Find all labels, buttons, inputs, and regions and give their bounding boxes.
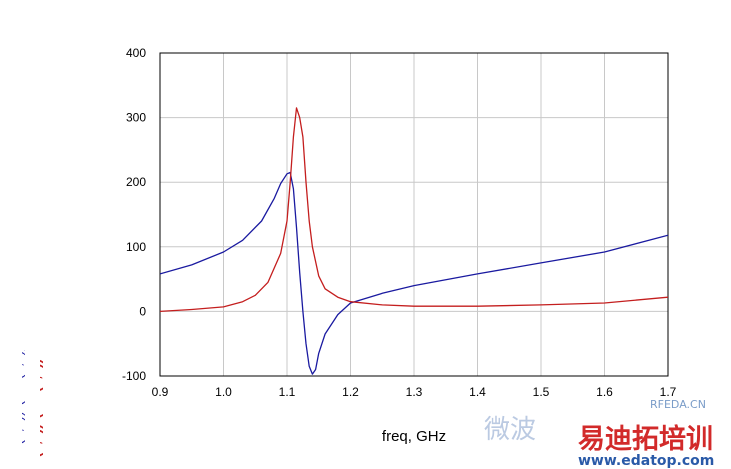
x-tick-label: 1.2 xyxy=(342,385,359,399)
x-tick-label: 1.1 xyxy=(279,385,296,399)
y-tick-label: 0 xyxy=(139,304,146,318)
series-lines xyxy=(160,107,668,375)
y-tick-label: 300 xyxy=(126,111,146,125)
y-tick-label: 400 xyxy=(126,46,146,60)
y-tick-label: 100 xyxy=(126,240,146,254)
x-tick-label: 1.4 xyxy=(469,385,486,399)
watermark: RFEDA.CN 微波 易迪拓培训 www.edatop.com xyxy=(484,398,714,469)
y-axis-labels: 1+S(1,1))*(1-S(2,2))+S(1,2)*S(2,1))/((1-… xyxy=(9,122,43,469)
x-tick-label: 0.9 xyxy=(152,385,169,399)
x-tick-label: 1.3 xyxy=(406,385,423,399)
x-tick-label: 1.7 xyxy=(660,385,677,399)
series-line-2 xyxy=(160,107,668,313)
x-tick-label: 1.0 xyxy=(215,385,232,399)
y-axis-label-2: +S(1,1))*(1-S(2,2))+S(1,2)*S(2,1))/((1-S… xyxy=(27,125,43,469)
watermark-url-text: www.edatop.com xyxy=(578,453,714,469)
series-line-1 xyxy=(160,171,668,375)
plot-area-frame xyxy=(159,52,669,377)
x-axis-label: freq, GHz xyxy=(382,428,446,445)
y-tick-label: 200 xyxy=(126,175,146,189)
watermark-cn-text-2: 易迪拓培训 xyxy=(578,424,713,455)
y-tick-label: -100 xyxy=(122,369,146,383)
y-tick-labels: 400 300 200 100 0 -100 xyxy=(122,46,146,383)
watermark-rfeda-text: RFEDA.CN xyxy=(650,398,706,411)
x-tick-label: 1.6 xyxy=(596,385,613,399)
grid-lines xyxy=(159,52,669,377)
watermark-cn-text-1: 微波 xyxy=(484,415,536,445)
y-axis-label-1: 1+S(1,1))*(1-S(2,2))+S(1,2)*S(2,1))/((1-… xyxy=(9,122,25,469)
x-tick-labels: 0.9 1.0 1.1 1.2 1.3 1.4 1.5 1.6 1.7 xyxy=(152,385,677,399)
x-tick-label: 1.5 xyxy=(533,385,550,399)
